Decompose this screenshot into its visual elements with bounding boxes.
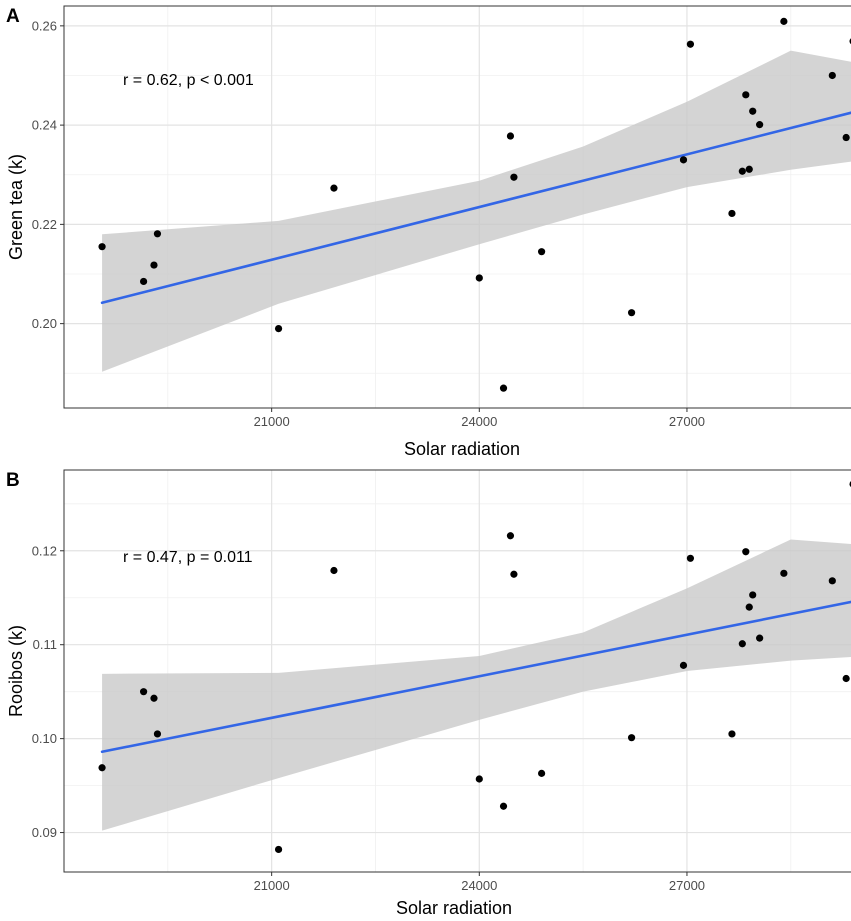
panel-b-data-point xyxy=(153,730,162,738)
panel-b-data-point xyxy=(274,845,283,854)
panel-a-data-point xyxy=(140,277,148,286)
panel-b-x-ticks: 21000 24000 27000 xyxy=(254,878,705,893)
panel-b-data-point xyxy=(538,769,546,777)
panel-a-data-point xyxy=(499,384,508,392)
panel-b-data-point xyxy=(140,688,148,696)
panel-a-data-point xyxy=(98,243,106,251)
panel-a-data-point xyxy=(330,184,338,192)
panel-b-data-point xyxy=(742,548,750,556)
panel-a-x-axis-title: Solar radiation xyxy=(404,439,520,459)
panel-b-y-tick-label: 0.10 xyxy=(32,731,57,746)
panel-b-data-point xyxy=(475,775,483,783)
panel-b-y-axis-title: Rooibos (k) xyxy=(6,625,26,717)
panel-b-x-tick-label: 21000 xyxy=(254,878,290,893)
panel-b-data-point xyxy=(749,591,757,599)
panel-a-data-point xyxy=(828,71,836,80)
panel-a-x-tick-label: 27000 xyxy=(669,414,705,429)
panel-a-data-point xyxy=(679,156,688,164)
panel-a-y-axis-title: Green tea (k) xyxy=(6,154,26,260)
panel-b-label: B xyxy=(6,470,20,491)
panel-b-x-tick-label: 27000 xyxy=(669,878,705,893)
panel-a-data-point xyxy=(738,167,746,175)
panel-b-data-point xyxy=(627,734,636,742)
panel-a-y-ticks: 0.20 0.22 0.24 0.26 xyxy=(32,18,57,331)
panel-a-data-point xyxy=(686,40,695,48)
panel-b-data-point xyxy=(510,570,518,578)
panel-a-data-point xyxy=(780,17,788,25)
panel-a-data-point xyxy=(475,274,483,282)
panel-b-data-point xyxy=(745,603,753,611)
panel-a-data-point xyxy=(506,132,515,140)
panel-a-regression-line xyxy=(100,111,851,305)
panel-b-data-point xyxy=(330,566,338,575)
panel-b-x-axis-title: Solar radiation xyxy=(396,898,512,918)
panel-a-data-point xyxy=(153,230,162,238)
panel-b-points xyxy=(98,481,851,854)
panel-b-data-point xyxy=(756,634,764,642)
panel-b-data-point xyxy=(686,554,695,562)
panel-a-correlation-annotation: r = 0.62, p < 0.001 xyxy=(123,72,254,89)
panel-b-data-point xyxy=(780,569,788,577)
panel-b-confidence-band xyxy=(102,539,851,831)
panel-b-y-ticks: 0.09 0.10 0.11 0.12 xyxy=(32,543,57,840)
panel-a-data-point xyxy=(627,309,636,317)
panel-a-y-tick-label: 0.24 xyxy=(32,118,57,133)
panel-b-data-point xyxy=(499,802,508,810)
panel-a-points xyxy=(98,17,851,392)
panel-a-x-ticks: 21000 24000 27000 xyxy=(254,414,705,429)
panel-b: B 21000 24000 27000 0.09 0.10 0.11 0.12 … xyxy=(6,469,851,918)
panel-b-data-point xyxy=(738,640,746,648)
panel-b-data-point xyxy=(506,532,515,540)
panel-a-data-point xyxy=(745,165,753,173)
panel-a-data-point xyxy=(510,173,518,181)
panel-b-correlation-annotation: r = 0.47, p = 0.011 xyxy=(123,549,253,566)
panel-b-data-point xyxy=(679,661,688,669)
panel-a-y-tick-label: 0.22 xyxy=(32,217,57,232)
panel-a: A 21000 24000 27000 0.20 0.22 0.24 0.26 … xyxy=(6,5,851,459)
panel-a-confidence-band xyxy=(102,50,851,372)
panel-a-data-point xyxy=(274,324,283,333)
panel-a-data-point xyxy=(756,121,764,129)
panel-b-data-point xyxy=(828,577,836,585)
panel-a-data-point xyxy=(150,261,158,269)
panel-a-y-tick-label: 0.26 xyxy=(32,18,57,33)
panel-b-x-tick-label: 24000 xyxy=(461,878,497,893)
panel-a-x-tick-label: 21000 xyxy=(254,414,290,429)
panel-b-data-point xyxy=(728,730,736,738)
panel-b-frame xyxy=(63,469,851,873)
panel-a-label: A xyxy=(6,6,20,27)
panel-b-data-point xyxy=(842,674,850,683)
panel-b-y-tick-label: 0.09 xyxy=(32,825,57,840)
panel-a-data-point xyxy=(728,209,736,218)
panel-a-y-tick-label: 0.20 xyxy=(32,316,57,331)
panel-a-frame xyxy=(63,5,851,409)
panel-a-data-point xyxy=(842,133,850,142)
panel-a-data-point xyxy=(742,91,750,99)
panel-b-data-point xyxy=(150,694,158,702)
panel-a-x-tick-label: 24000 xyxy=(461,414,497,429)
panel-b-regression-line xyxy=(100,600,851,754)
panel-b-y-tick-label: 0.12 xyxy=(32,543,57,558)
panel-a-data-point xyxy=(749,107,757,115)
panel-a-data-point xyxy=(538,248,546,256)
panel-b-data-point xyxy=(98,764,106,772)
panel-b-y-tick-label: 0.11 xyxy=(33,637,57,652)
